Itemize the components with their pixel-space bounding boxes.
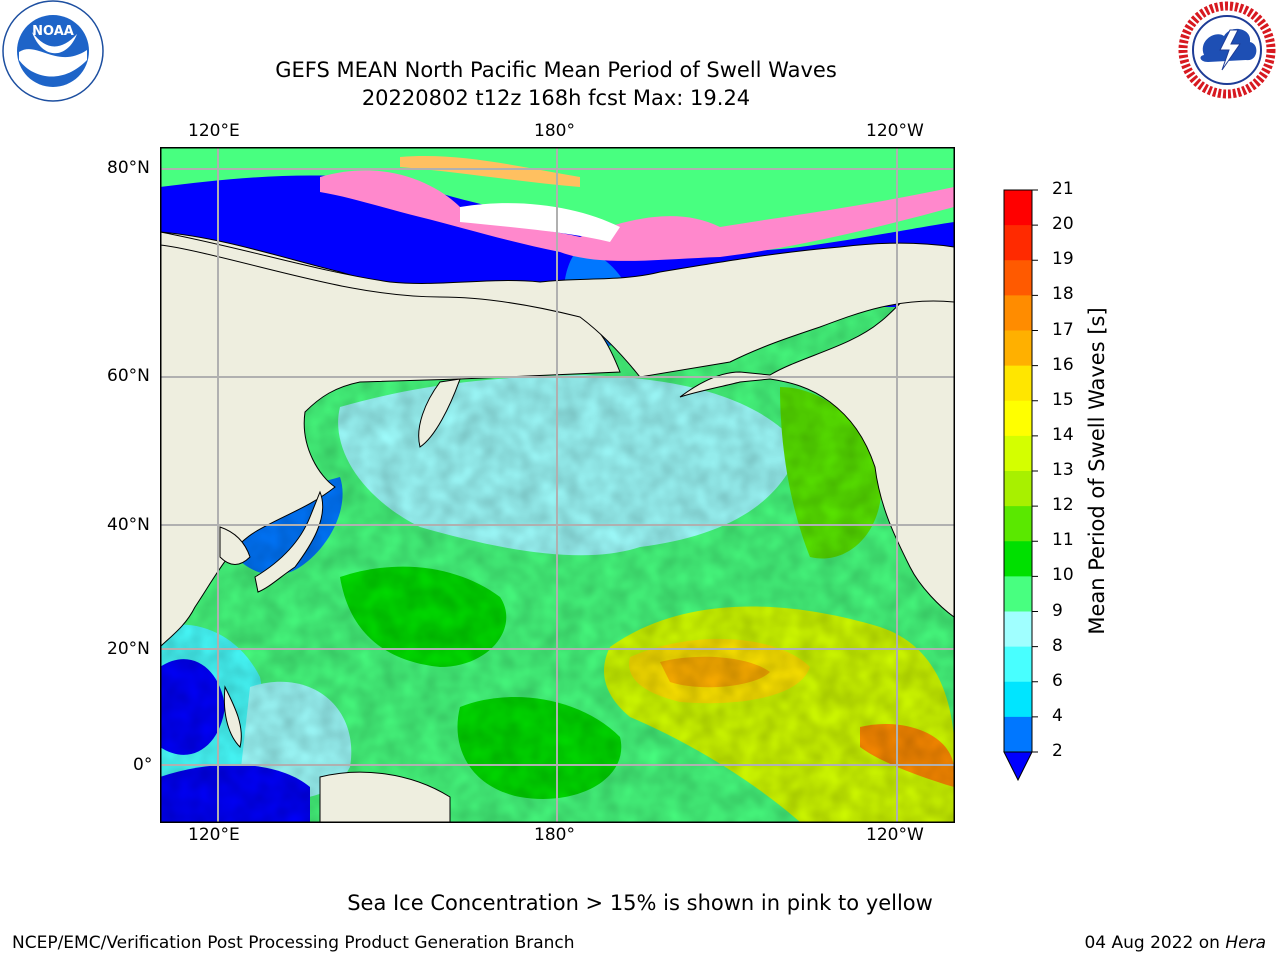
chart-title-line1: GEFS MEAN North Pacific Mean Period of S… [275,58,837,82]
colorbar-tick-label: 8 [1052,635,1063,656]
colorbar-band [1004,681,1032,718]
sea-ice-white [460,203,620,242]
lon-tick-bottom-120w: 120°W [866,825,924,845]
gridlines [160,147,954,822]
colorbar-band [1004,330,1032,367]
colorbar-band [1004,365,1032,402]
colorbar-tick-label: 13 [1052,460,1074,480]
noaa-wordmark: NOAA [32,24,74,39]
colorbar-band [1004,576,1032,612]
noaa-logo-icon: NOAA [2,0,104,102]
colorbar-tick-label: 17 [1052,319,1074,340]
sea-ice-band [320,170,954,261]
colorbar-band [1004,716,1032,753]
colorbar-tick-label: 4 [1052,705,1063,726]
colorbar [1003,189,1038,782]
colorbar-tick-label: 6 [1052,670,1063,691]
colorbar-band [1004,646,1032,683]
colorbar-label: Mean Period of Swell Waves [s] [1082,290,1112,652]
colorbar-band [1004,295,1032,331]
lat-tick-80n: 80°N [107,158,150,178]
lon-tick-bottom-180: 180° [534,825,575,845]
land-korea [219,526,251,565]
lon-tick-top-120e: 120°E [188,121,240,141]
lat-tick-0: 0° [133,755,153,775]
colorbar-band [1004,506,1032,542]
colorbar-tick-label: 12 [1052,495,1074,516]
land-kamchatka [418,378,461,448]
land-japan [254,490,324,593]
colorbar-band [1004,225,1032,261]
colorbar-tick-label: 9 [1052,600,1063,621]
lon-tick-top-120w: 120°W [866,121,924,141]
map-panel [160,147,955,823]
colorbar-tick-label: 20 [1052,214,1074,235]
colorbar-tick-label: 14 [1052,424,1074,445]
sea-ice-band-edge [400,156,580,187]
colorbar-band [1004,435,1032,472]
colorbar-extend-arrow [1003,751,1033,782]
colorbar-tick-label: 11 [1052,530,1074,551]
nws-logo-icon [1178,1,1276,99]
lat-tick-60n: 60°N [107,366,150,386]
footer-left: NCEP/EMC/Verification Post Processing Pr… [12,933,575,953]
lon-tick-bottom-120e: 120°E [188,825,240,845]
map-frame [160,147,955,823]
colorbar-band [1004,471,1032,507]
colorbar-band [1004,190,1032,226]
footer-machine: Hera [1225,933,1266,953]
footer-date: 04 Aug 2022 on [1084,933,1226,953]
colorbar-tick-label: 10 [1052,565,1074,586]
colorbar-label-text: Mean Period of Swell Waves [s] [1085,307,1109,634]
sea-ice-note: Sea Ice Concentration > 15% is shown in … [347,891,933,915]
colorbar-tick-label: 16 [1052,354,1074,375]
lon-tick-top-180: 180° [534,121,575,141]
nws-logo [1176,0,1278,102]
footer-right: 04 Aug 2022 on Hera [1084,933,1266,953]
chart-title-line2: 20220802 t12z 168h fcst Max: 19.24 [361,86,751,110]
colorbar-tick-label: 19 [1052,249,1074,270]
colorbar-band [1004,260,1032,296]
colorbar-tick-label: 18 [1052,284,1074,305]
lat-tick-20n: 20°N [107,639,150,659]
lat-tick-40n: 40°N [107,515,150,535]
noaa-logo: NOAA [2,0,104,102]
land-indonesia [319,771,451,822]
colorbar-band [1004,400,1032,437]
colorbar-tick-label: 2 [1052,741,1063,761]
colorbar-band [1004,611,1032,648]
colorbar-tick-label: 15 [1052,389,1074,410]
land-philippines [223,685,242,748]
colorbar-band [1004,541,1032,577]
colorbar-tick-label: 21 [1052,179,1074,199]
